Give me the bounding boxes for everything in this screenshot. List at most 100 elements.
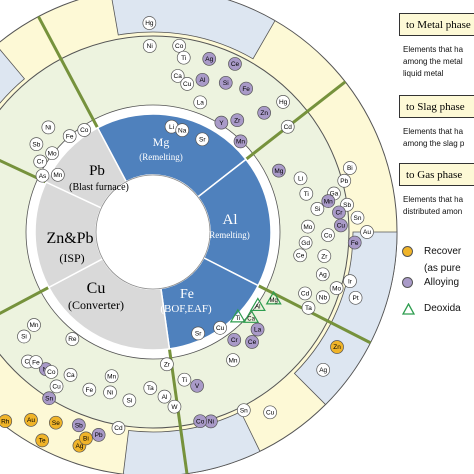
element-circle <box>122 393 137 408</box>
element-circle <box>33 154 48 169</box>
element-circle <box>51 167 65 182</box>
element-fe-marker: Fe <box>239 81 253 96</box>
element-symbol: Cu <box>183 81 192 88</box>
legend-metal-desc-1: Elements that ha <box>403 45 464 54</box>
element-symbol: Fe <box>66 133 74 140</box>
element-circle <box>236 403 251 418</box>
element-ta-marker: Ta <box>143 381 158 395</box>
element-circle <box>71 418 86 433</box>
deoxidizer-triangle-icon <box>249 297 266 312</box>
element-li-marker: Li <box>164 119 179 134</box>
legend-slag-desc-1: Elements that ha <box>403 127 464 136</box>
sector-cu-name: Cu <box>87 280 106 297</box>
element-bi-marker: Bi <box>343 161 357 175</box>
element-al-marker: Al <box>157 389 172 404</box>
element-symbol: Mo <box>48 150 57 157</box>
element-symbol: Ni <box>45 125 51 132</box>
element-circle <box>48 415 63 430</box>
legend-gas-desc-1: Elements that ha <box>403 195 464 204</box>
element-pb-marker: Pb <box>337 173 352 188</box>
element-circle <box>104 369 119 384</box>
element-symbol: Ag <box>319 272 327 279</box>
element-circle <box>257 105 272 120</box>
element-circle <box>62 129 77 144</box>
element-symbol: Fe <box>32 359 40 366</box>
element-symbol: Cd <box>301 291 310 298</box>
element-mo-marker: Mo <box>329 281 344 295</box>
element-circle <box>176 50 191 65</box>
element-symbol: Ti <box>181 55 186 62</box>
element-symbol: Fe <box>86 387 94 394</box>
element-zr-marker: Zr <box>230 113 245 128</box>
triangle-icon <box>402 303 415 315</box>
element-circle <box>316 362 331 377</box>
sector-znpb-name: Zn&Pb <box>46 230 93 247</box>
element-circle <box>0 414 13 428</box>
element-mn-marker: Mn <box>233 134 248 149</box>
element-si-marker: Si <box>122 393 137 408</box>
element-circle <box>334 218 348 233</box>
element-symbol: Mn <box>53 172 62 179</box>
element-symbol: Sn <box>354 215 362 222</box>
element-cu-marker: Cu <box>334 218 348 233</box>
element-symbol: Sn <box>45 395 53 402</box>
element-circle <box>310 202 325 216</box>
element-ti-marker: Ti <box>299 186 314 201</box>
element-se-marker: Se <box>48 415 63 430</box>
sector-mg-process: (Remelting) <box>139 152 183 162</box>
element-mo-marker: Mo <box>301 219 315 234</box>
element-symbol: Ni <box>107 390 113 397</box>
element-ti-marker: Ti <box>229 308 246 323</box>
element-symbol: Pb <box>340 178 348 185</box>
element-symbol: Si <box>223 80 229 87</box>
element-symbol: Zn <box>333 344 341 351</box>
element-symbol: Si <box>126 398 132 405</box>
element-ca-marker: Ca <box>63 368 78 382</box>
element-symbol: Ca <box>247 316 255 322</box>
element-symbol: Li <box>298 176 303 183</box>
element-circle <box>191 326 205 341</box>
element-v-marker: V <box>190 378 204 393</box>
element-cd-marker: Cd <box>280 119 295 134</box>
element-circle <box>195 132 210 147</box>
element-circle <box>329 281 344 295</box>
element-la-marker: La <box>193 95 208 110</box>
element-mn-marker: Mn <box>51 167 65 182</box>
element-circle <box>348 290 363 305</box>
element-symbol: V <box>195 383 200 390</box>
element-fe-marker: Fe <box>62 129 77 144</box>
element-symbol: Pb <box>95 432 103 439</box>
element-pt-marker: Pt <box>348 290 363 305</box>
element-ce-marker: Ce <box>228 57 242 71</box>
element-symbol: Nb <box>319 294 328 301</box>
element-circle <box>298 286 312 301</box>
element-circle <box>190 378 204 393</box>
element-rh-marker: Rh <box>0 414 13 428</box>
element-cr-marker: Cr <box>33 154 48 169</box>
gas-segment <box>0 49 26 104</box>
element-circle <box>245 335 259 349</box>
element-symbol: Re <box>68 336 77 343</box>
element-symbol: Y <box>219 120 224 127</box>
element-ti-marker: Ti <box>177 372 192 387</box>
element-circle <box>195 72 210 87</box>
element-al-marker: Al <box>195 72 210 87</box>
element-symbol: Sn <box>240 407 248 414</box>
element-circle <box>111 421 126 435</box>
element-na-marker: Na <box>175 123 190 137</box>
element-ir-marker: Ir <box>343 274 357 288</box>
element-mn-marker: Mn <box>321 194 336 208</box>
element-symbol: Ta <box>305 305 312 312</box>
element-circle <box>167 399 182 414</box>
element-cr-marker: Cr <box>227 332 242 347</box>
element-ca-marker: Ca <box>243 309 260 323</box>
element-symbol: Fe <box>242 86 250 93</box>
element-la-marker: La <box>250 322 265 337</box>
element-symbol: Ce <box>231 61 240 68</box>
element-circle <box>193 95 208 110</box>
key-alloying-label: Alloying <box>424 277 460 288</box>
element-symbol: Ce <box>296 253 305 260</box>
process-sectors <box>34 113 272 351</box>
element-ag-marker: Ag <box>202 52 217 66</box>
element-circle <box>343 274 357 288</box>
